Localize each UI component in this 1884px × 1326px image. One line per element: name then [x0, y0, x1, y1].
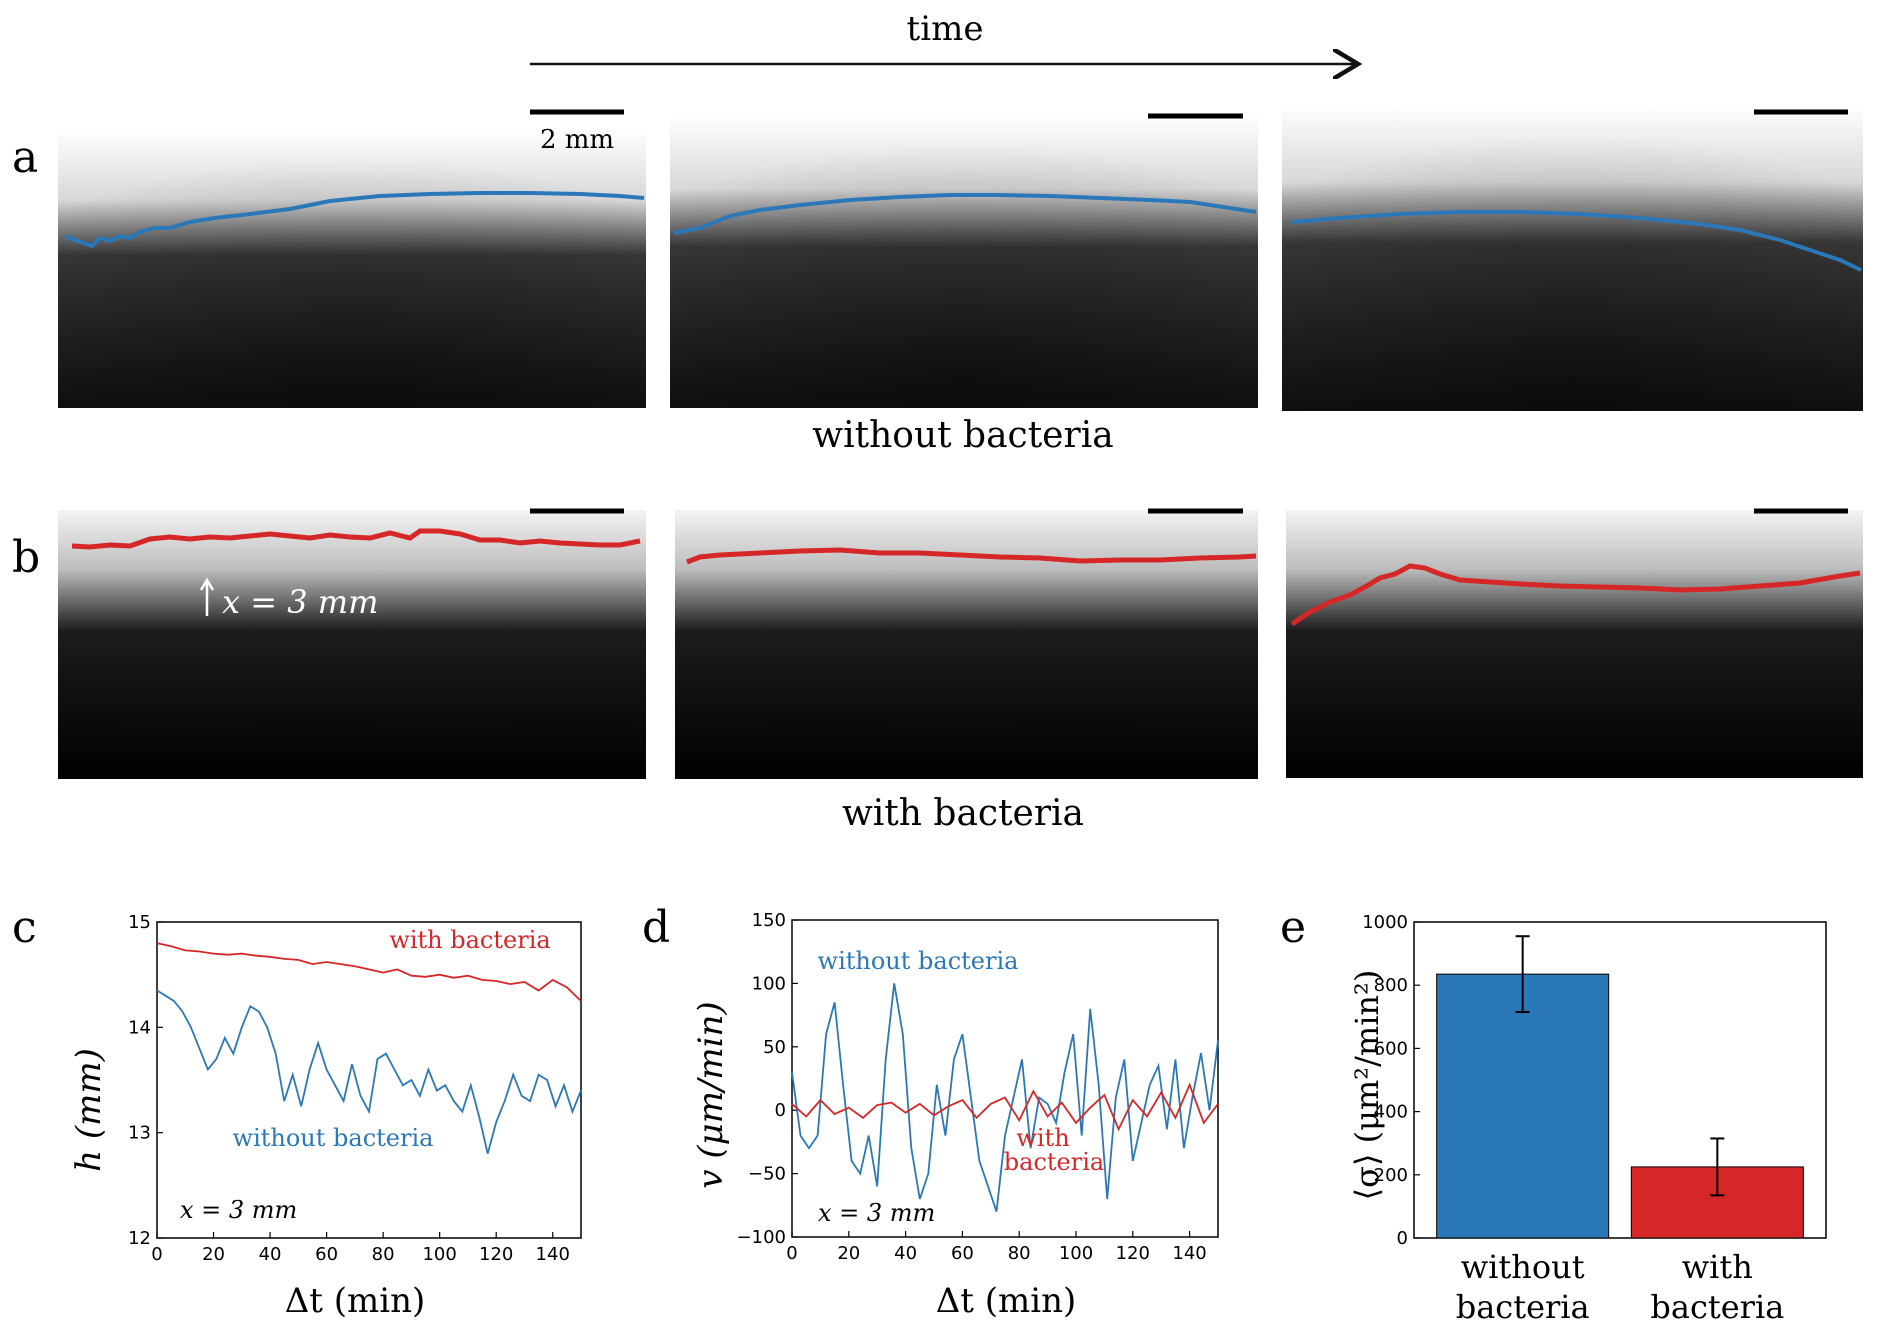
y-tick-label: 13: [128, 1123, 151, 1144]
chart-d-xlabel: Δt (min): [936, 1281, 1077, 1321]
plot-frame: [156, 921, 582, 1239]
category-label: bacteria: [1456, 1288, 1590, 1322]
interface-line: [686, 547, 1257, 565]
y-tick-label: 0: [775, 1100, 786, 1121]
bar: [1436, 973, 1610, 1239]
panel-letter-c: c: [12, 902, 37, 953]
x-tick-label: 40: [259, 1244, 282, 1265]
chart-d-label-with-1: with: [1016, 1124, 1069, 1152]
y-tick-label: 200: [1374, 1165, 1408, 1186]
chart-d-ylabel: v (μm/min): [691, 1001, 731, 1188]
x-tick-label: 120: [1116, 1243, 1150, 1264]
x-tick-label: 20: [202, 1244, 225, 1265]
x-tick-label: 100: [422, 1244, 456, 1265]
interface-line: [64, 191, 645, 249]
interface-line: [1291, 210, 1862, 272]
y-tick-label: 15: [128, 912, 151, 933]
chart-c-annotation: x = 3 mm: [180, 1196, 297, 1224]
x-tick-label: 40: [894, 1243, 917, 1264]
row-a-frame-1: 2 mm: [58, 109, 646, 408]
chart-c-label-without: without bacteria: [233, 1124, 434, 1152]
x-tick-label: 120: [479, 1244, 513, 1265]
row-a-frame-3: [1282, 105, 1863, 411]
marker-label: x = 3 mm: [222, 583, 378, 621]
marker-arrow-head: [199, 577, 215, 591]
x-tick-label: 80: [1008, 1243, 1031, 1264]
row-b-frame-2: [675, 508, 1258, 779]
series-line: [791, 983, 1219, 1212]
chart-c-xlabel: Δt (min): [285, 1281, 426, 1321]
chart-d: 0 20 40 60 80 100 120 140 −100 −50 0 50 100 150: [737, 910, 1219, 1264]
chart-d-label-without: without bacteria: [818, 947, 1019, 975]
interface-line: [71, 528, 641, 550]
series-line: [156, 989, 582, 1154]
chart-c-label-with: with bacteria: [389, 926, 550, 954]
row-a-frame-2: [670, 113, 1258, 408]
y-tick-label: 14: [128, 1017, 151, 1038]
y-tick-label: 1000: [1362, 912, 1408, 933]
x-tick-label: 60: [315, 1244, 338, 1265]
x-tick-label: 80: [372, 1244, 395, 1265]
x-tick-label: 20: [837, 1243, 860, 1264]
chart-d-label-with-2: bacteria: [1004, 1148, 1104, 1176]
row-b-frame-1: x = 3 mm: [58, 508, 646, 779]
y-tick-label: 800: [1374, 975, 1408, 996]
x-tick-label: 140: [1172, 1243, 1206, 1264]
row-b-caption: with bacteria: [842, 793, 1084, 834]
y-tick-label: −50: [748, 1164, 786, 1185]
chart-e-ylabel: ⟨σ⟩ (μm²/min²): [1348, 970, 1386, 1201]
y-tick-label: 0: [1397, 1228, 1408, 1249]
x-tick-label: 100: [1059, 1243, 1093, 1264]
panel-letter-d: d: [642, 902, 670, 953]
interface-line: [673, 193, 1257, 235]
chart-e: 02004006008001000withoutbacteriawithbact…: [1362, 912, 1827, 1326]
series-line: [791, 1082, 1219, 1132]
y-tick-label: 50: [763, 1037, 786, 1058]
category-label: bacteria: [1650, 1288, 1784, 1322]
panel-letter-e: e: [1280, 902, 1306, 953]
y-tick-label: 12: [128, 1228, 151, 1249]
panel-letter-b: b: [12, 532, 40, 583]
x-tick-label: 140: [536, 1244, 570, 1265]
y-tick-label: −100: [737, 1227, 786, 1248]
category-label: without: [1461, 1248, 1585, 1286]
x-tick-label: 60: [951, 1243, 974, 1264]
plot-frame: [1413, 921, 1827, 1239]
x-tick-label: 0: [786, 1243, 797, 1264]
y-tick-label: 150: [752, 910, 786, 931]
time-label: time: [907, 9, 984, 49]
y-tick-label: 600: [1374, 1038, 1408, 1059]
y-tick-label: 100: [752, 973, 786, 994]
row-b-frame-3: [1286, 508, 1863, 778]
category-label: with: [1682, 1248, 1753, 1286]
chart-c: 0 20 40 60 80 100 120 140 12 13 14 15: [128, 912, 582, 1265]
scale-bar-label: 2 mm: [540, 125, 614, 155]
x-tick-label: 0: [151, 1244, 162, 1265]
y-tick-label: 400: [1374, 1102, 1408, 1123]
panel-letter-a: a: [12, 132, 38, 183]
row-a-caption: without bacteria: [812, 415, 1113, 456]
chart-d-annotation: x = 3 mm: [818, 1199, 935, 1227]
interface-line: [1290, 563, 1861, 627]
chart-c-ylabel: h (mm): [69, 1048, 109, 1172]
series-line: [156, 942, 582, 1002]
